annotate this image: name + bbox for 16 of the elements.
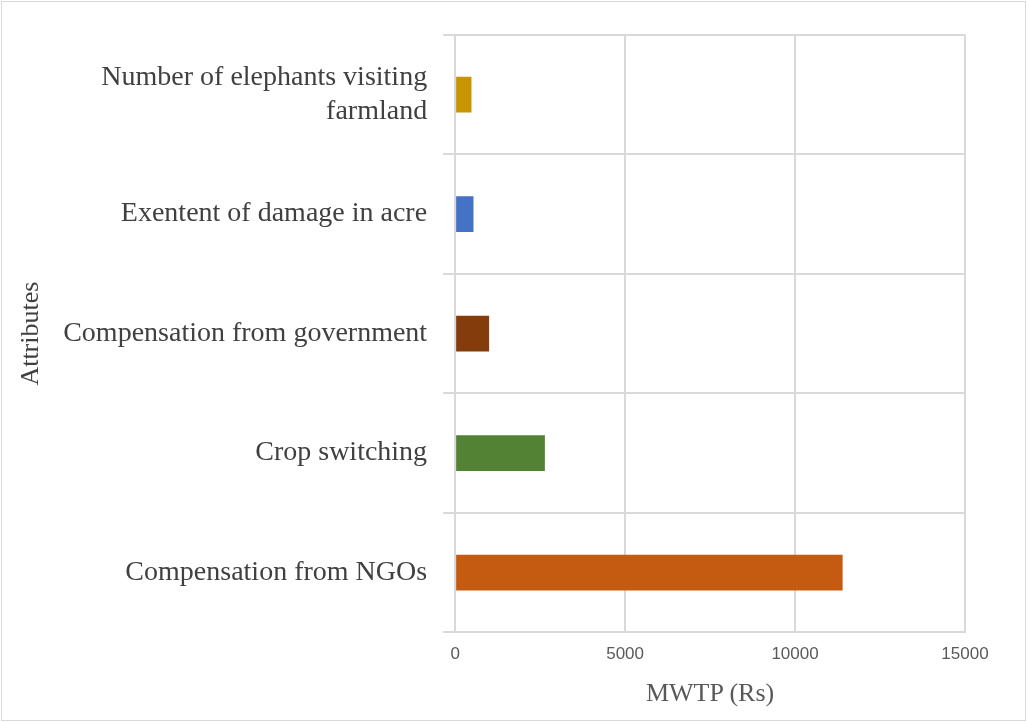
x-tick-label: 10000	[771, 644, 819, 664]
bar	[456, 76, 472, 113]
x-tick-label: 5000	[606, 644, 644, 664]
bar	[456, 315, 490, 352]
y-tick-label: Compensation from NGOs	[125, 555, 428, 586]
y-tick-label: Crop switching	[255, 435, 428, 467]
bar	[456, 196, 474, 233]
y-tick-label: Compensation from government	[63, 315, 428, 347]
x-axis-title: MWTP (Rs)	[645, 678, 775, 708]
y-tick-label: Exentent of damage in acre	[120, 196, 428, 228]
x-tick-label: 15000	[941, 644, 989, 664]
y-axis-title: Attributes	[15, 281, 45, 386]
bar	[456, 435, 545, 472]
bar	[456, 554, 843, 591]
y-tick-label: Number of elephants visiting farmland	[101, 60, 428, 125]
x-tick-label: 0	[450, 644, 460, 664]
